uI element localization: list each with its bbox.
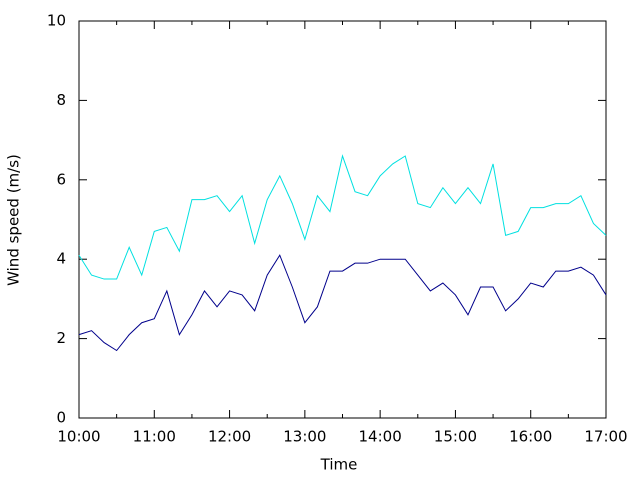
y-tick-label: 6	[56, 170, 66, 188]
x-tick-label: 10:00	[57, 428, 100, 446]
x-tick-label: 14:00	[359, 428, 402, 446]
x-tick-label: 11:00	[133, 428, 176, 446]
x-tick-label: 12:00	[208, 428, 251, 446]
x-tick-label: 15:00	[434, 428, 477, 446]
x-tick-label: 17:00	[584, 428, 627, 446]
x-tick-label: 13:00	[283, 428, 326, 446]
data-line	[78, 254, 607, 352]
x-axis-label: Time	[320, 456, 358, 474]
x-tick-label: 16:00	[509, 428, 552, 446]
data-line	[78, 154, 607, 280]
y-tick-label: 0	[56, 409, 66, 427]
y-tick-label: 4	[56, 250, 66, 268]
y-tick-label: 10	[47, 12, 66, 30]
y-tick-label: 2	[56, 329, 66, 347]
plot-frame	[78, 20, 607, 419]
y-tick-label: 8	[56, 91, 66, 109]
y-axis-label: Wind speed (m/s)	[5, 154, 23, 286]
